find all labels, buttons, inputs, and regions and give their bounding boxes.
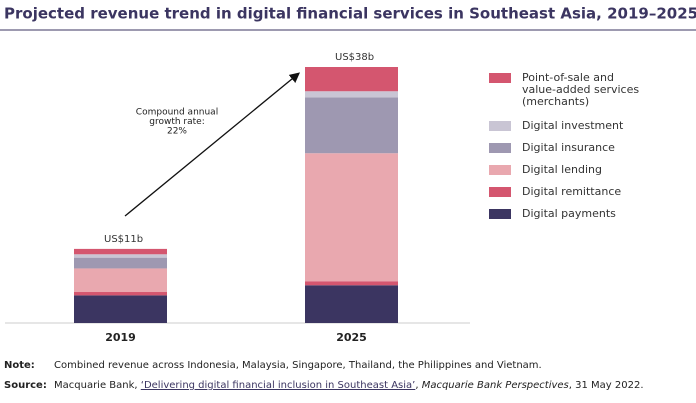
legend-label: Digital investment [522,119,624,132]
bar-segment [305,91,398,98]
source-link[interactable]: ‘Delivering digital financial inclusion … [140,380,416,391]
bar-segment [305,285,398,323]
bar-segment [305,97,398,154]
annotation: Compound annual [136,108,218,118]
legend-item: Digital remittance [489,186,659,198]
legend-swatch [489,209,511,219]
growth-arrow [124,72,301,217]
bar-segment [74,248,167,255]
legend: Point-of-sale and value-added services (… [489,72,659,230]
note-label: Note: [4,360,35,371]
bar-segment [74,268,167,293]
legend-item: Digital lending [489,164,659,176]
note-text: Combined revenue across Indonesia, Malay… [54,360,542,371]
annotation: growth rate: [149,117,205,127]
legend-swatch [489,121,511,131]
note: Note: Combined revenue across Indonesia, … [4,360,542,371]
source-part: , 31 May 2022. [568,380,644,391]
bar-segment [74,254,167,258]
legend-swatch [489,143,511,153]
x-tick-label: 2025 [336,331,367,344]
source-label: Source: [4,380,47,391]
total-label: US$38b [335,52,374,63]
legend-swatch [489,73,511,83]
chart-title: Projected revenue trend in digital finan… [4,5,696,23]
legend-item: Digital payments [489,208,659,220]
legend-item: Digital investment [489,120,659,132]
bar-segment [74,295,167,323]
legend-label: Digital insurance [522,141,615,154]
legend-item: Point-of-sale and value-added services (… [489,72,659,108]
source-publication: Macquarie Bank Perspectives [421,380,569,391]
legend-swatch [489,187,511,197]
annotation: 22% [167,127,187,137]
bar-segment [74,257,167,269]
legend-label: Digital lending [522,163,602,176]
legend-swatch [489,165,511,175]
bar-segment [305,67,398,92]
x-tick-label: 2019 [105,331,136,344]
legend-label: Point-of-sale and value-added services (… [522,71,640,108]
legend-label: Digital remittance [522,185,622,198]
source-part: Macquarie Bank, [54,380,141,391]
bar-segment [305,281,398,286]
legend-label: Digital payments [522,207,616,220]
legend-item: Digital insurance [489,142,659,154]
total-label: US$11b [104,234,143,245]
source: Source: Macquarie Bank, ‘Delivering digit… [4,380,644,391]
bar-segment [305,153,398,282]
source-part: , [415,380,422,391]
bar-segment [74,292,167,296]
